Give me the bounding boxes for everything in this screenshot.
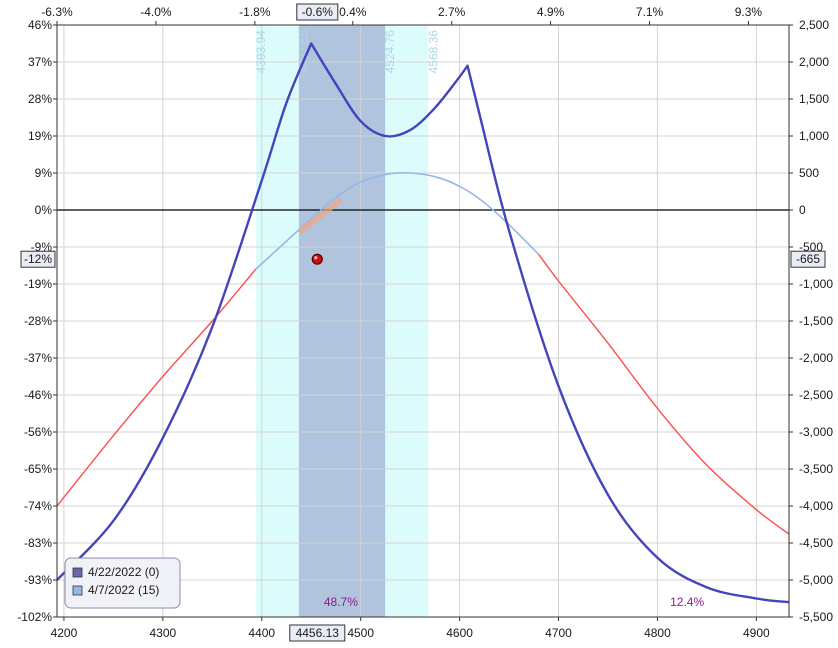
x-bottom-tick-label: 4700 xyxy=(545,626,572,640)
y-right-tick-label: -1,000 xyxy=(799,277,833,291)
y-right-tick-label: 1,000 xyxy=(799,129,829,143)
legend-swatch xyxy=(72,585,83,596)
y-left-tick-label: -65% xyxy=(24,462,52,476)
y-right-tick-label: 2,000 xyxy=(799,55,829,69)
y-right-tick-label: -5,500 xyxy=(799,610,833,624)
series-lines xyxy=(56,42,790,604)
current-return-marker-box xyxy=(20,250,56,268)
band-price-label: 4437.55 xyxy=(297,30,311,74)
y-left-tick-label: -102% xyxy=(17,610,52,624)
series-expiration-line xyxy=(56,42,790,604)
current-price-marker-box xyxy=(289,624,346,642)
legend-swatch xyxy=(72,567,83,578)
band-price-label: 4393.94 xyxy=(254,30,268,74)
y-left-tick-label: 9% xyxy=(35,166,53,180)
y-left-tick-label: -9% xyxy=(31,240,53,254)
current-return-marker: -12% xyxy=(20,250,56,268)
current-position-dot xyxy=(311,253,323,265)
y-right-tick-label: 500 xyxy=(799,166,819,180)
series-t15-line xyxy=(255,172,540,270)
y-right-tick-label: -3,500 xyxy=(799,462,833,476)
series-t15-line-left xyxy=(56,268,257,507)
y-right-tick-label: -500 xyxy=(799,240,823,254)
legend-box xyxy=(64,557,181,609)
current-markers: -0.6% 4456.13 -12% -665 xyxy=(20,3,826,642)
y-right-tick-label: -5,000 xyxy=(799,573,833,587)
current-pnl-marker: -665 xyxy=(790,250,826,268)
x-top-tick-label: -1.8% xyxy=(239,5,271,19)
y-right-tick-label: -2,500 xyxy=(799,388,833,402)
y-left-tick-label: -74% xyxy=(24,499,52,513)
y-right-tick-label: 2,500 xyxy=(799,18,829,32)
x-bottom-tick-label: 4300 xyxy=(149,626,176,640)
y-left-tick-label: -46% xyxy=(24,388,52,402)
legend[interactable]: 4/22/2022 (0) 4/7/2022 (15) xyxy=(64,557,181,609)
legend-label: 4/7/2022 (15) xyxy=(88,583,159,597)
x-top-tick-label: -4.0% xyxy=(140,5,172,19)
y-right-tick-label: -2,000 xyxy=(799,351,833,365)
current-range-highlight xyxy=(298,198,342,234)
current-price-marker: 4456.13 xyxy=(289,624,346,642)
band-price-label: 4568.36 xyxy=(426,30,440,74)
y-left-tick-label: 0% xyxy=(35,203,53,217)
current-price-marker-text: 4456.13 xyxy=(296,626,340,640)
y-left-tick-label: 19% xyxy=(28,129,52,143)
y-left-tick-label: -93% xyxy=(24,573,52,587)
current-pnl-marker-text: -665 xyxy=(796,252,820,266)
series-t15-line-right xyxy=(538,253,790,535)
x-bottom-tick-label: 4500 xyxy=(347,626,374,640)
current-position-dot-shine xyxy=(314,256,318,260)
x-top-tick-label: 7.1% xyxy=(636,5,664,19)
x-top-tick-label: 0.4% xyxy=(339,5,367,19)
y-right-tick-label: -4,000 xyxy=(799,499,833,513)
y-left-tick-label: -19% xyxy=(24,277,52,291)
x-bottom-tick-label: 4800 xyxy=(644,626,671,640)
current-percent-marker-box xyxy=(296,3,339,21)
band-price-labels: 4393.94 4437.55 4524.76 4568.36 xyxy=(254,30,441,74)
current-pnl-marker-box xyxy=(790,250,826,268)
x-top-tick-label: 9.3% xyxy=(735,5,763,19)
current-percent-marker-text: -0.6% xyxy=(302,5,334,19)
x-top-tick-label: -6.3% xyxy=(41,5,73,19)
y-right-tick-label: -1,500 xyxy=(799,314,833,328)
x-top-tick-label: 4.9% xyxy=(537,5,565,19)
y-left-tick-label: 46% xyxy=(28,18,52,32)
y-right-tick-label: 0 xyxy=(799,203,806,217)
legend-label: 4/22/2022 (0) xyxy=(88,565,159,579)
current-percent-marker: -0.6% xyxy=(296,3,339,21)
x-bottom-tick-label: 4600 xyxy=(446,626,473,640)
y-left-tick-label: 37% xyxy=(28,55,52,69)
y-right-tick-label: -3,000 xyxy=(799,425,833,439)
probability-label: 12.4% xyxy=(670,595,704,609)
x-bottom-tick-label: 4200 xyxy=(51,626,78,640)
current-return-marker-text: -12% xyxy=(24,252,52,266)
y-left-tick-label: -37% xyxy=(24,351,52,365)
x-bottom-tick-label: 4900 xyxy=(743,626,770,640)
x-bottom-tick-label: 4400 xyxy=(248,626,275,640)
y-left-tick-label: -28% xyxy=(24,314,52,328)
probability-label: 48.7% xyxy=(324,595,358,609)
y-right-tick-label: -4,500 xyxy=(799,536,833,550)
x-top-tick-label: 2.7% xyxy=(438,5,466,19)
y-left-tick-label: 28% xyxy=(28,92,52,106)
y-right-tick-label: 1,500 xyxy=(799,92,829,106)
band-price-label: 4524.76 xyxy=(383,30,397,74)
y-left-tick-label: -83% xyxy=(24,536,52,550)
axes: 46%37%28%19%9%0%-9%-19%-28%-37%-46%-56%-… xyxy=(17,5,833,640)
y-left-tick-label: -56% xyxy=(24,425,52,439)
